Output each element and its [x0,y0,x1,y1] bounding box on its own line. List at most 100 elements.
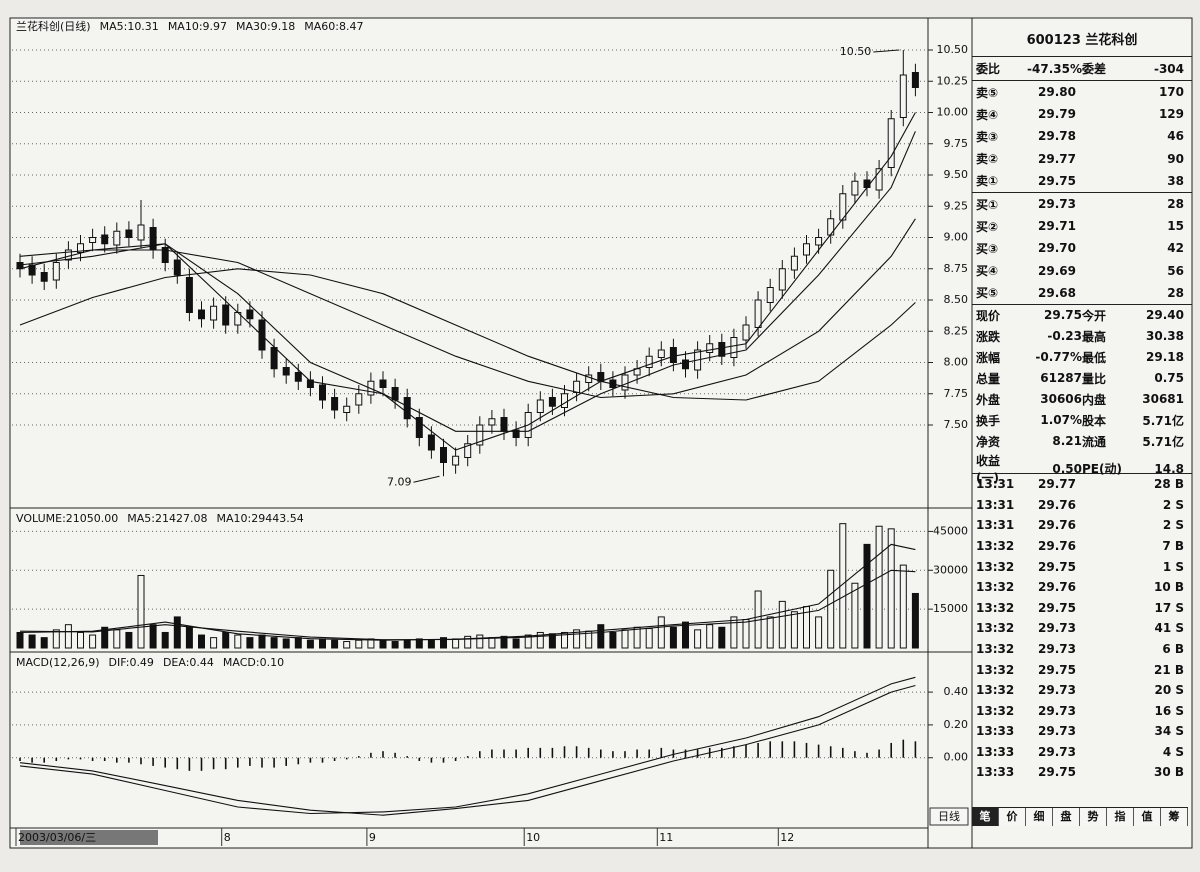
trade-tick-cell: 34 S [1154,724,1184,739]
quote-stat-cell: 29.75 [1044,308,1082,323]
candle-body [778,268,786,291]
panel-tab[interactable]: 细 [1026,808,1053,826]
panel-tab[interactable]: 价 [999,808,1026,826]
quote-stat: 涨跌 -0.23 最高 30.38 [972,326,1192,347]
panel-tab[interactable]: 筹 [1161,808,1188,826]
candle-body [391,387,399,401]
candle-body [657,349,665,358]
trade-tick-cell: 7 B [1162,538,1184,553]
panel-tab[interactable]: 指 [1107,808,1134,826]
volume-bar [294,637,302,649]
trade-tick-cell: 13:33 [976,744,1015,759]
quote-stat-cell: 今开 [1082,308,1107,323]
trade-tick-cell: 13:32 [976,538,1015,553]
ask-level-cell: 卖① [976,174,999,189]
candle-body [512,429,520,438]
panel-tab[interactable]: 势 [1080,808,1107,826]
volume-bar [282,638,290,649]
period-label[interactable]: 日线 [938,809,960,823]
volume-bar [210,637,218,649]
volume-bar [875,525,883,649]
trade-tick: 13:32 29.73 20 S [972,680,1192,701]
bid-level-cell: 买② [976,219,999,234]
volume-bar [911,592,919,649]
ask-level-cell: 29.75 [1038,173,1076,188]
volume-bar [536,631,544,649]
volume-bar [306,639,314,649]
candle-body [706,343,714,353]
trade-tick-cell: 13:31 [976,497,1015,512]
candle-body [222,304,230,326]
candle-body [851,180,859,196]
trade-tick-cell: 29.73 [1038,641,1076,656]
bid-level-cell: 29.68 [1038,285,1076,300]
volume-bar [319,638,326,649]
trade-tick-cell: 10 B [1153,580,1184,595]
trade-tick-cell: 29.73 [1038,683,1076,698]
trade-tick-cell: 13:32 [976,683,1015,698]
annotation-arrow [873,49,900,53]
volume-bar [512,638,520,649]
tab-bar: 笔价细盘势指值筹 [972,807,1188,826]
volume-bar [137,574,145,649]
y-tick-label: 8.25 [944,324,969,337]
volume-bar [561,631,568,649]
volume-bar [258,634,266,649]
volume-bar [16,631,24,649]
candle-body [621,374,629,391]
volume-bar [173,616,181,649]
quote-stat-cell: 外盘 [976,392,1001,407]
trade-tick: 13:32 29.76 7 B [972,536,1192,557]
volume-bar [827,569,835,649]
trade-tick: 13:32 29.73 6 B [972,639,1192,660]
panel-tab[interactable]: 盘 [1053,808,1080,826]
ask-level-cell: 29.78 [1038,129,1076,144]
quote-stat: 总量 61287 量比 0.75 [972,368,1192,389]
volume-bar [246,637,254,649]
quote-stat-cell: 股本 [1082,413,1107,428]
y-tick-label: 10.00 [937,106,969,119]
annotation-arrow [413,475,440,483]
candle-body [185,277,193,313]
quote-stat-cell: 29.18 [1146,350,1184,365]
date-highlight [20,830,158,845]
period-button[interactable] [929,807,969,826]
volume-bar [524,634,532,649]
trade-tick: 13:33 29.73 34 S [972,721,1192,742]
volume-bar [222,631,230,649]
trade-tick-cell: 29.75 [1038,662,1076,677]
candle-body [161,247,169,263]
trade-tick-cell: 13:32 [976,641,1015,656]
candle-body [597,372,605,382]
trade-tick-cell: 13:32 [976,580,1015,595]
quote-stat-cell: 30681 [1142,392,1184,407]
trade-tick-cell: 13:32 [976,559,1015,574]
volume-bar [77,631,84,649]
quote-stat-cell: 内盘 [1082,392,1107,407]
quote-stat-cell: 流通 [1082,434,1107,449]
y-tick-label: 0.20 [944,718,969,731]
quote-stat-cell: 29.40 [1146,308,1184,323]
x-tick-label: 12 [780,831,794,844]
trade-tick-cell: 4 S [1162,744,1184,759]
trade-tick-cell: 29.76 [1038,538,1076,553]
volume-bar [415,638,423,649]
legend-entry: MA10:9.97 [168,20,227,33]
volume-bar [198,634,205,649]
candle-body [89,237,97,243]
volume-bar [488,637,496,649]
trade-tick-cell: 20 S [1154,683,1184,698]
quote-stat-cell: 现价 [976,308,1001,323]
bid-level-cell: 42 [1167,241,1184,256]
quote-stat-cell: 换手 [976,413,1001,428]
candle-body [500,417,508,432]
bid-level: 买② 29.71 15 [972,215,1192,237]
quote-stat-cell: 5.71亿 [1142,413,1184,428]
quote-stat-cell: 14.8 [1154,461,1184,476]
x-tick-label: 10 [526,831,540,844]
panel-tab[interactable]: 笔 [972,808,999,826]
bid-level-cell: 29.69 [1038,263,1076,278]
panel-tab[interactable]: 值 [1134,808,1161,826]
volume-bar [694,629,702,649]
volume-bar [839,523,847,649]
